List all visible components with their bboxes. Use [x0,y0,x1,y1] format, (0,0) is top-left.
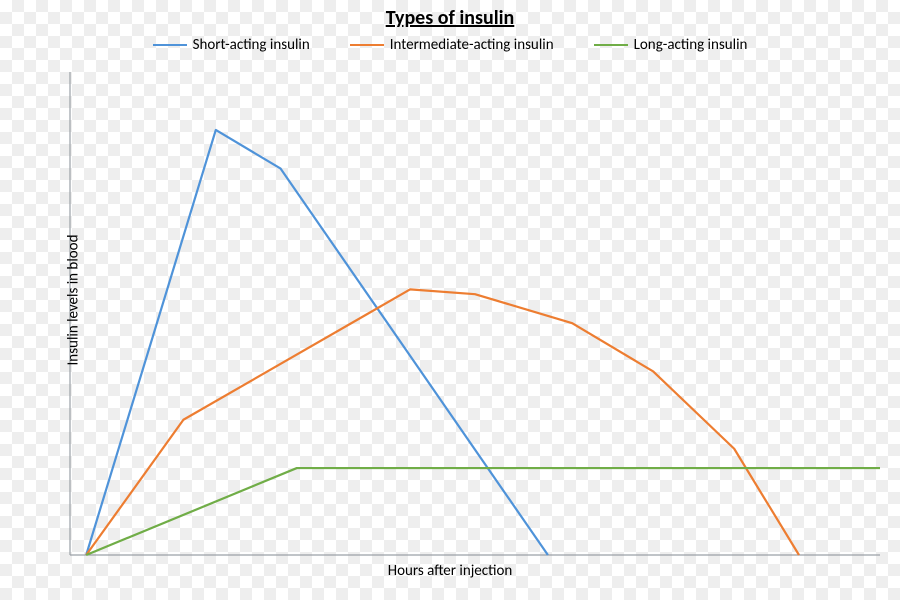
legend-swatch-long [594,44,628,46]
legend-label-short: Short-acting insulin [193,36,310,54]
series-line-2 [86,468,880,555]
chart-title: Types of insulin [0,6,900,30]
legend-swatch-intermediate [350,44,384,46]
series-group [86,130,880,555]
chart-canvas: Types of insulin Short-acting insulin In… [0,0,900,600]
legend-label-long: Long-acting insulin [634,36,748,54]
x-axis-label: Hours after injection [0,562,900,580]
legend-label-intermediate: Intermediate-acting insulin [390,36,554,54]
plot-svg [0,0,900,600]
legend-swatch-short [153,44,187,46]
series-line-1 [86,289,799,555]
legend-item-long: Long-acting insulin [594,36,748,54]
axes-group [70,72,880,555]
y-axis-label: Insulin levels in blood [64,235,82,366]
legend-item-intermediate: Intermediate-acting insulin [350,36,554,54]
legend-item-short: Short-acting insulin [153,36,310,54]
legend: Short-acting insulin Intermediate-acting… [0,36,900,54]
